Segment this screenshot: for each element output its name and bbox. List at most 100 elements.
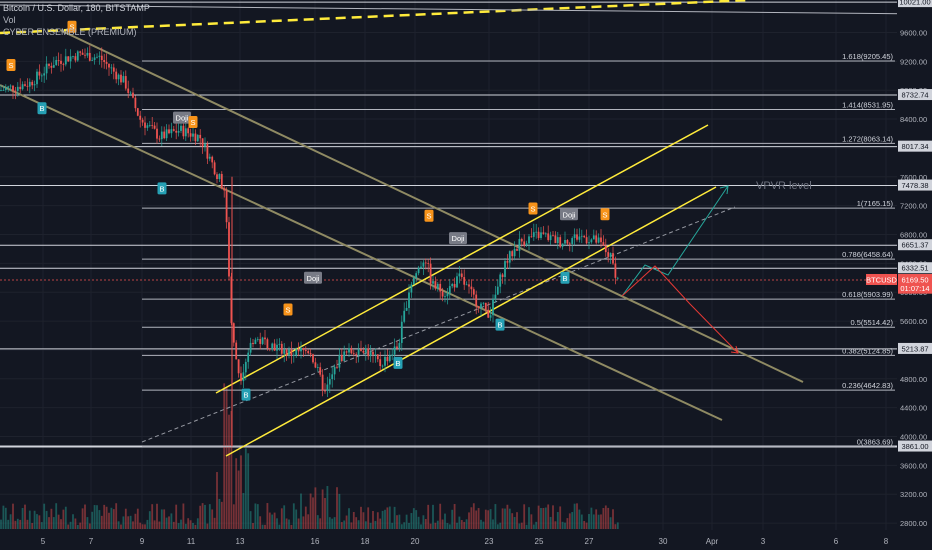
- price-tick-label: 4400.00: [900, 404, 927, 413]
- price-badge: [898, 282, 932, 294]
- time-tick-label: 11: [187, 537, 196, 546]
- price-tick-label: 9200.00: [900, 57, 927, 66]
- time-tick-label: 23: [485, 537, 494, 546]
- signal-sell: S: [283, 303, 293, 316]
- time-tick-label: Apr: [706, 537, 719, 546]
- dashed-support-line[interactable]: [141, 206, 736, 443]
- signal-buy: B: [37, 102, 47, 115]
- price-badge: [898, 273, 932, 285]
- price-tick-label: 7200.00: [900, 202, 927, 211]
- projection-up[interactable]: [621, 185, 729, 297]
- trend-lines[interactable]: [0, 29, 804, 421]
- signal-sell: S: [600, 208, 610, 221]
- price-badge-label: 5213.87: [901, 344, 928, 353]
- price-badge-label: 3861.00: [901, 442, 928, 451]
- trend-line-lower: [0, 84, 723, 421]
- signal-buy: B: [560, 271, 570, 284]
- fib-label: 0.236(4642.83): [842, 381, 893, 390]
- price-badge: [898, 0, 932, 8]
- time-tick-label: 20: [411, 537, 420, 546]
- signal-doji: Doji: [173, 111, 191, 124]
- time-tick-label: 25: [535, 537, 544, 546]
- signal-sell: S: [6, 58, 16, 71]
- price-badge: [898, 239, 932, 251]
- fib-label: 0.382(5124.85): [842, 346, 893, 355]
- price-tick-label: 8400.00: [900, 115, 927, 124]
- price-badge-label: 10021.00: [899, 0, 930, 7]
- channel-lower: [225, 186, 717, 457]
- vertical-grid: [42, 0, 887, 530]
- symbol-title: Bitcoin / U.S. Dollar, 180, BITSTAMP: [3, 3, 150, 13]
- time-tick-label: 3: [761, 537, 766, 546]
- signal-label: B: [243, 391, 248, 400]
- signal-label: B: [159, 184, 164, 193]
- candles: [0, 45, 619, 447]
- price-badge: [898, 440, 932, 452]
- fib-label: 1.618(9205.45): [842, 52, 893, 61]
- signal-label: B: [562, 274, 567, 283]
- trend-line-upper: [59, 29, 804, 383]
- indicator-label: CYBER ENSEMBLE (PREMIUM): [3, 27, 137, 37]
- signal-buy: B: [495, 318, 505, 331]
- time-tick-label: 27: [585, 537, 594, 546]
- price-badge-label: 8732.74: [901, 91, 928, 100]
- price-badge: [898, 89, 932, 101]
- signal-label: Doji: [307, 274, 320, 283]
- signal-label: S: [8, 61, 13, 70]
- fib-label: 1.272(8063.14): [842, 134, 893, 143]
- signal-sell: S: [528, 202, 538, 215]
- price-badge-label: 8017.34: [901, 142, 928, 151]
- price-badge: [866, 273, 897, 285]
- price-badge-label: 6332.51: [901, 264, 928, 273]
- price-badge: [898, 262, 932, 274]
- signal-label: S: [69, 23, 74, 32]
- signal-label: S: [530, 205, 535, 214]
- price-badges: 10021.00 8732.74 8017.34 7478.38 6651.37 6332…: [866, 0, 932, 452]
- volume-label: Vol: [3, 15, 16, 25]
- signal-buy: B: [241, 388, 251, 401]
- time-axis[interactable]: 5 7 9 11 13 16 18 20 23 25 27 30 Apr 3 6 8: [0, 532, 897, 550]
- fibonacci-levels: 1.618(9205.45) 1.414(8531.95) 1.272(8063.1…: [142, 52, 895, 447]
- signal-label: S: [602, 210, 607, 219]
- signal-label: B: [497, 321, 502, 330]
- time-tick-label: 13: [236, 537, 245, 546]
- price-tick-label: 4000.00: [900, 433, 927, 442]
- signal-doji: Doji: [449, 232, 467, 245]
- fib-label: 1.414(8531.95): [842, 101, 893, 110]
- signal-sell: S: [188, 115, 198, 128]
- time-tick-label: 5: [41, 537, 46, 546]
- fib-label: 0.5(5514.42): [850, 318, 893, 327]
- price-axis[interactable]: 2800.00 3200.00 3600.00 4000.00 4400.00 4800.…: [866, 0, 932, 550]
- projection-down[interactable]: [621, 265, 739, 354]
- signal-doji: Doji: [560, 208, 578, 221]
- fib-label: 0.786(6458.64): [842, 250, 893, 259]
- price-channel[interactable]: [215, 124, 717, 457]
- price-tick-label: 4800.00: [900, 375, 927, 384]
- time-tick-labels: 5 7 9 11 13 16 18 20 23 25 27 30 Apr 3 6 8: [41, 537, 889, 546]
- time-tick-label: 7: [89, 537, 94, 546]
- price-badge: [898, 140, 932, 152]
- fib-label: 0(3863.69): [857, 437, 894, 446]
- price-tick-label: 6800.00: [900, 230, 927, 239]
- price-tick-label: 3200.00: [900, 490, 927, 499]
- time-tick-label: 16: [311, 537, 320, 546]
- long-trend-line[interactable]: [0, 4, 932, 15]
- volume-bars: [0, 383, 619, 529]
- signal-sell: S: [424, 209, 434, 222]
- fib-label: 1(7165.15): [857, 199, 894, 208]
- signal-label: Doji: [563, 210, 576, 219]
- price-badge-label: 7478.38: [901, 181, 928, 190]
- price-badge: [898, 342, 932, 354]
- price-tick-label: 7600.00: [900, 173, 927, 182]
- price-badge-label: BTCUSD: [866, 275, 897, 284]
- vpvr-annotation: VPVR level: [756, 180, 812, 192]
- signal-sell: S: [67, 20, 77, 33]
- signal-label: Doji: [176, 114, 189, 123]
- dashed-resistance-line[interactable]: [0, 0, 751, 35]
- signal-label: Doji: [452, 234, 465, 243]
- time-tick-label: 30: [659, 537, 668, 546]
- time-tick-label: 18: [361, 537, 370, 546]
